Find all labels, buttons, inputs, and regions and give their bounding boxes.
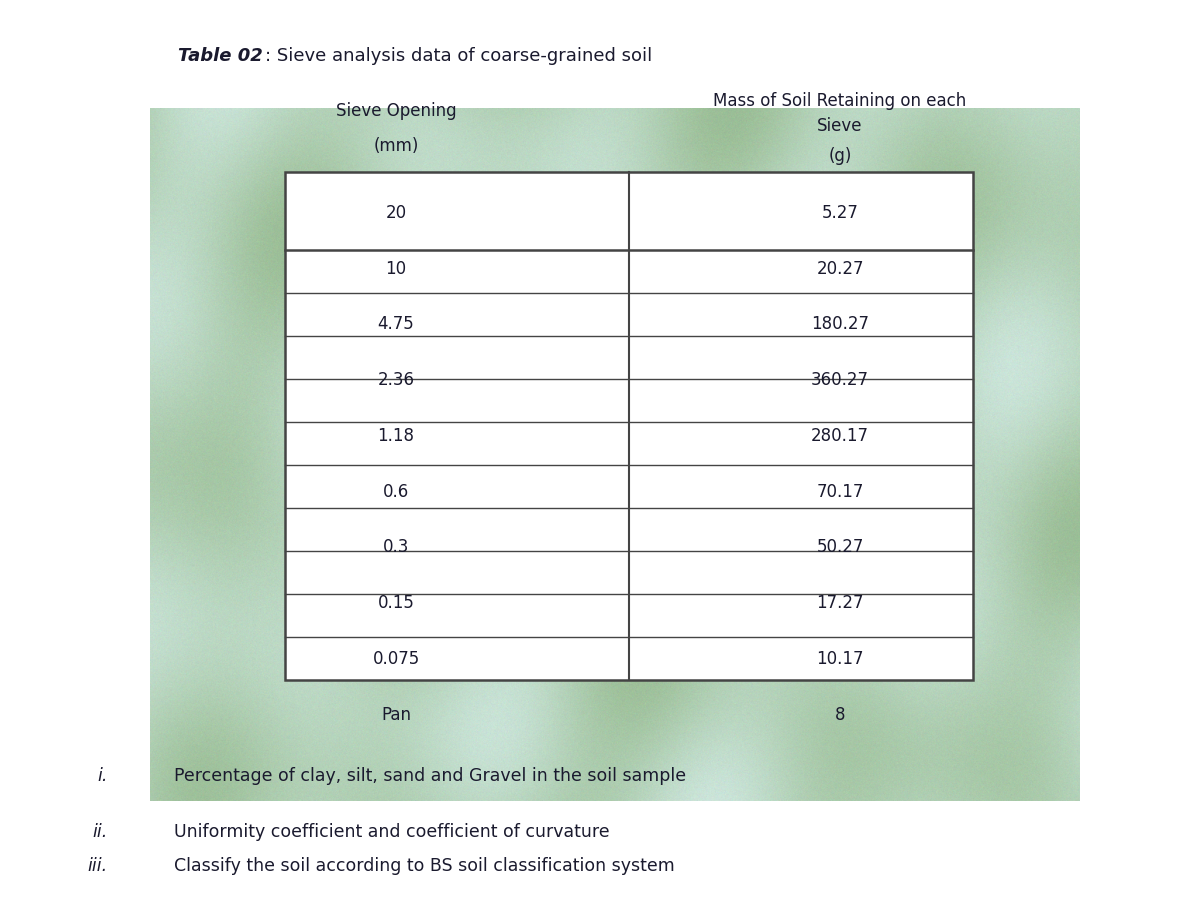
Text: 17.27: 17.27 [816, 594, 864, 612]
Text: (g): (g) [828, 148, 852, 166]
Text: Pan: Pan [382, 706, 410, 724]
Text: 10.17: 10.17 [816, 650, 864, 668]
Text: 20.27: 20.27 [816, 260, 864, 278]
Text: 360.27: 360.27 [811, 371, 869, 389]
Text: i.: i. [97, 767, 108, 785]
Text: 0.075: 0.075 [372, 650, 420, 668]
Bar [284, 172, 973, 680]
Text: 70.17: 70.17 [816, 482, 864, 500]
Text: 8: 8 [835, 706, 845, 724]
Text: 2.36: 2.36 [378, 371, 414, 389]
Text: Mass of Soil Retaining on each: Mass of Soil Retaining on each [713, 92, 967, 110]
Text: 5.27: 5.27 [822, 204, 858, 222]
Text: Classify the soil according to BS soil classification system: Classify the soil according to BS soil c… [174, 857, 674, 875]
Text: iii.: iii. [88, 857, 108, 875]
Text: 1.18: 1.18 [378, 427, 414, 445]
Text: Table 02: Table 02 [178, 47, 263, 65]
Text: 10: 10 [385, 260, 407, 278]
Text: 0.3: 0.3 [383, 538, 409, 556]
Text: ii.: ii. [92, 823, 108, 841]
Text: 4.75: 4.75 [378, 315, 414, 333]
Text: 0.6: 0.6 [383, 482, 409, 500]
Text: 20: 20 [385, 204, 407, 222]
Text: Sieve Opening: Sieve Opening [336, 103, 456, 121]
Text: 50.27: 50.27 [816, 538, 864, 556]
Text: (mm): (mm) [373, 137, 419, 155]
Text: Percentage of clay, silt, sand and Gravel in the soil sample: Percentage of clay, silt, sand and Grave… [174, 767, 686, 785]
Text: 0.15: 0.15 [378, 594, 414, 612]
Text: Sieve: Sieve [817, 117, 863, 135]
Text: Uniformity coefficient and coefficient of curvature: Uniformity coefficient and coefficient o… [174, 823, 610, 841]
Text: 280.17: 280.17 [811, 427, 869, 445]
Text: : Sieve analysis data of coarse-grained soil: : Sieve analysis data of coarse-grained … [265, 47, 653, 65]
Text: 180.27: 180.27 [811, 315, 869, 333]
